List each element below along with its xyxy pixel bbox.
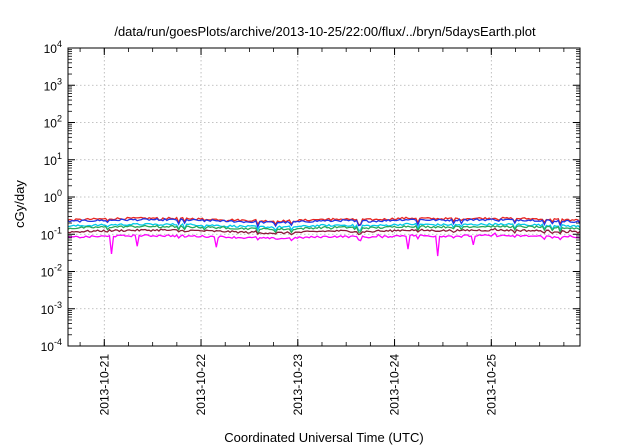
y-axis-label: cGy/day <box>12 180 27 228</box>
y-tick-label: 101 <box>44 151 62 168</box>
x-tick-label: 2013-10-23 <box>291 354 305 416</box>
x-axis-label: Coordinated Universal Time (UTC) <box>224 430 423 445</box>
series-line <box>67 227 581 236</box>
y-axis: 10-4 10-3 10-2 10-1 100 101 102 103 104 <box>41 39 580 354</box>
series-line <box>67 222 581 232</box>
y-tick-label: 10-4 <box>41 337 62 354</box>
chart-title: /data/run/goesPlots/archive/2013-10-25/2… <box>114 24 536 39</box>
series-line <box>67 224 581 236</box>
series-line <box>67 232 581 257</box>
y-tick-label: 10-2 <box>41 263 62 280</box>
series-line <box>67 217 581 229</box>
grid-lines <box>68 48 580 346</box>
y-tick-label: 103 <box>44 76 62 93</box>
x-axis: 2013-10-21 2013-10-22 2013-10-23 2013-10-24… <box>79 48 565 416</box>
x-tick-label: 2013-10-25 <box>484 354 498 416</box>
y-tick-label: 10-3 <box>41 300 62 317</box>
series-line <box>67 216 581 226</box>
x-tick-label: 2013-10-22 <box>194 354 208 416</box>
y-tick-label: 104 <box>44 39 62 56</box>
y-tick-label: 100 <box>44 188 62 205</box>
y-tick-label: 10-1 <box>41 225 62 242</box>
y-tick-label: 102 <box>44 114 62 131</box>
series-layer <box>67 216 581 257</box>
x-tick-label: 2013-10-24 <box>388 354 402 416</box>
x-tick-label: 2013-10-21 <box>97 354 111 416</box>
